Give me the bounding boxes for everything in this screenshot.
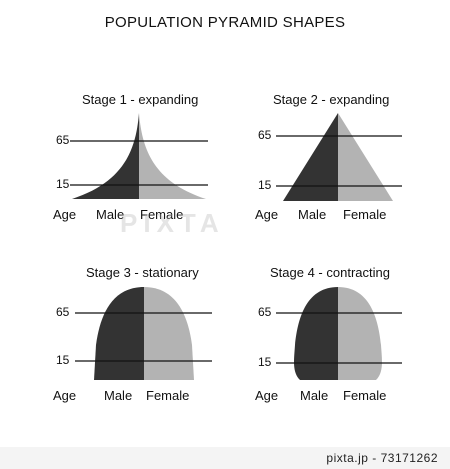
stage-3-age-65: 65 — [56, 305, 70, 319]
stage-4-male-area — [294, 287, 338, 380]
stage-2-age-15: 15 — [258, 178, 272, 192]
pyramid-stage-2 — [276, 113, 402, 201]
stage-1-male-area — [72, 113, 139, 199]
stage-1-title: Stage 1 - expanding — [82, 92, 199, 107]
stage-3-age-15: 15 — [56, 353, 70, 367]
pyramid-stage-1 — [70, 113, 208, 199]
stage-4-male-label: Male — [300, 388, 329, 403]
pyramid-stage-4 — [276, 287, 402, 380]
stage-2-title: Stage 2 - expanding — [273, 92, 390, 107]
stage-1-female-area — [139, 113, 206, 199]
stage-4-female-area — [338, 287, 382, 380]
stage-1-age-65: 65 — [56, 133, 70, 147]
stage-3-female-area — [144, 287, 194, 380]
stage-2-age-65: 65 — [258, 128, 272, 142]
stage-4-age-65: 65 — [258, 305, 272, 319]
stage-2-female-area — [338, 113, 393, 201]
stage-4-title: Stage 4 - contracting — [270, 265, 390, 280]
stock-id-footer: pixta.jp - 73171262 — [326, 451, 438, 465]
stage-2-male-area — [283, 113, 338, 201]
stage-1-female-label: Female — [140, 207, 184, 222]
stage-2-male-label: Male — [298, 207, 327, 222]
stage-3-age-axis: Age — [53, 388, 77, 403]
stage-1-male-label: Male — [96, 207, 125, 222]
stage-3-female-label: Female — [146, 388, 190, 403]
page-title: POPULATION PYRAMID SHAPES — [104, 14, 346, 31]
stage-4-age-axis: Age — [255, 388, 279, 403]
stage-4-age-15: 15 — [258, 355, 272, 369]
stage-2-age-axis: Age — [255, 207, 279, 222]
stage-4-female-label: Female — [343, 388, 387, 403]
stage-2-female-label: Female — [343, 207, 387, 222]
stage-1-age-15: 15 — [56, 177, 70, 191]
stage-1-age-axis: Age — [53, 207, 77, 222]
footer-bar — [0, 447, 450, 469]
stage-3-title: Stage 3 - stationary — [86, 265, 199, 280]
stage-3-male-label: Male — [104, 388, 133, 403]
pyramid-stage-3 — [75, 287, 212, 380]
watermark: PIXTA — [120, 208, 225, 238]
stage-3-male-area — [94, 287, 144, 380]
